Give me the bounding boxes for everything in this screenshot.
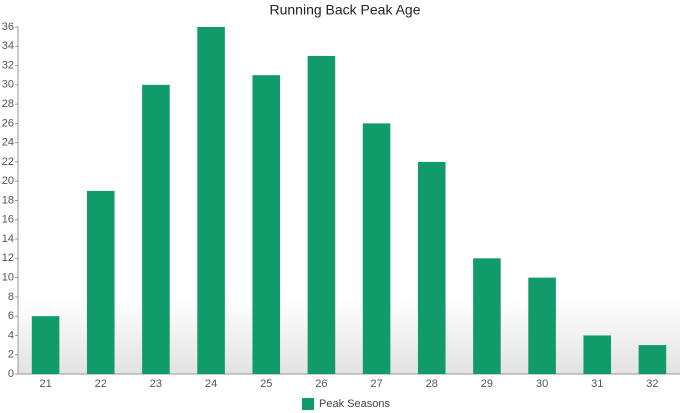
bar — [362, 123, 391, 374]
x-tick-label: 21 — [39, 378, 51, 390]
y-tick-label: 22 — [2, 156, 14, 168]
bar — [417, 161, 446, 374]
bar — [528, 277, 556, 374]
y-tick-label: 6 — [8, 310, 14, 322]
chart-title: Running Back Peak Age — [270, 2, 421, 18]
y-tick-label: 8 — [8, 291, 14, 303]
x-tick-label: 32 — [646, 378, 658, 390]
x-tick-label: 23 — [150, 378, 162, 390]
y-tick-label: 14 — [2, 233, 14, 245]
bar — [31, 316, 60, 374]
bar — [142, 84, 170, 374]
y-tick-label: 32 — [2, 59, 14, 71]
y-tick-label: 26 — [2, 117, 14, 129]
y-tick-label: 0 — [8, 368, 14, 380]
x-tick-label: 26 — [315, 378, 327, 390]
y-tick-label: 28 — [2, 98, 14, 110]
legend-label: Peak Seasons — [319, 398, 390, 410]
y-tick-label: 34 — [2, 40, 14, 52]
bar — [638, 345, 667, 374]
x-tick-label: 25 — [260, 378, 272, 390]
bar — [197, 27, 225, 374]
x-tick-label: 22 — [95, 378, 107, 390]
y-tick-label: 20 — [2, 175, 14, 187]
x-tick-label: 29 — [481, 378, 493, 390]
x-tick-label: 24 — [205, 378, 217, 390]
y-tick-label: 24 — [2, 137, 14, 149]
bar — [583, 335, 612, 374]
x-tick-label: 27 — [370, 378, 382, 390]
y-tick-label: 16 — [2, 214, 14, 226]
y-tick-label: 10 — [2, 272, 14, 284]
legend-swatch — [302, 398, 314, 410]
bar — [252, 75, 281, 374]
bar — [473, 258, 501, 374]
y-tick-label: 4 — [8, 329, 14, 341]
bar — [307, 55, 336, 375]
y-tick-label: 12 — [2, 252, 14, 264]
x-tick-label: 30 — [536, 378, 548, 390]
y-tick-label: 36 — [2, 21, 14, 33]
plot-background — [18, 300, 680, 374]
x-tick-label: 31 — [591, 378, 603, 390]
x-tick-label: 28 — [426, 378, 438, 390]
bar — [86, 190, 115, 374]
y-tick-label: 30 — [2, 79, 14, 91]
y-tick-label: 18 — [2, 194, 14, 206]
y-tick-label: 2 — [8, 349, 14, 361]
